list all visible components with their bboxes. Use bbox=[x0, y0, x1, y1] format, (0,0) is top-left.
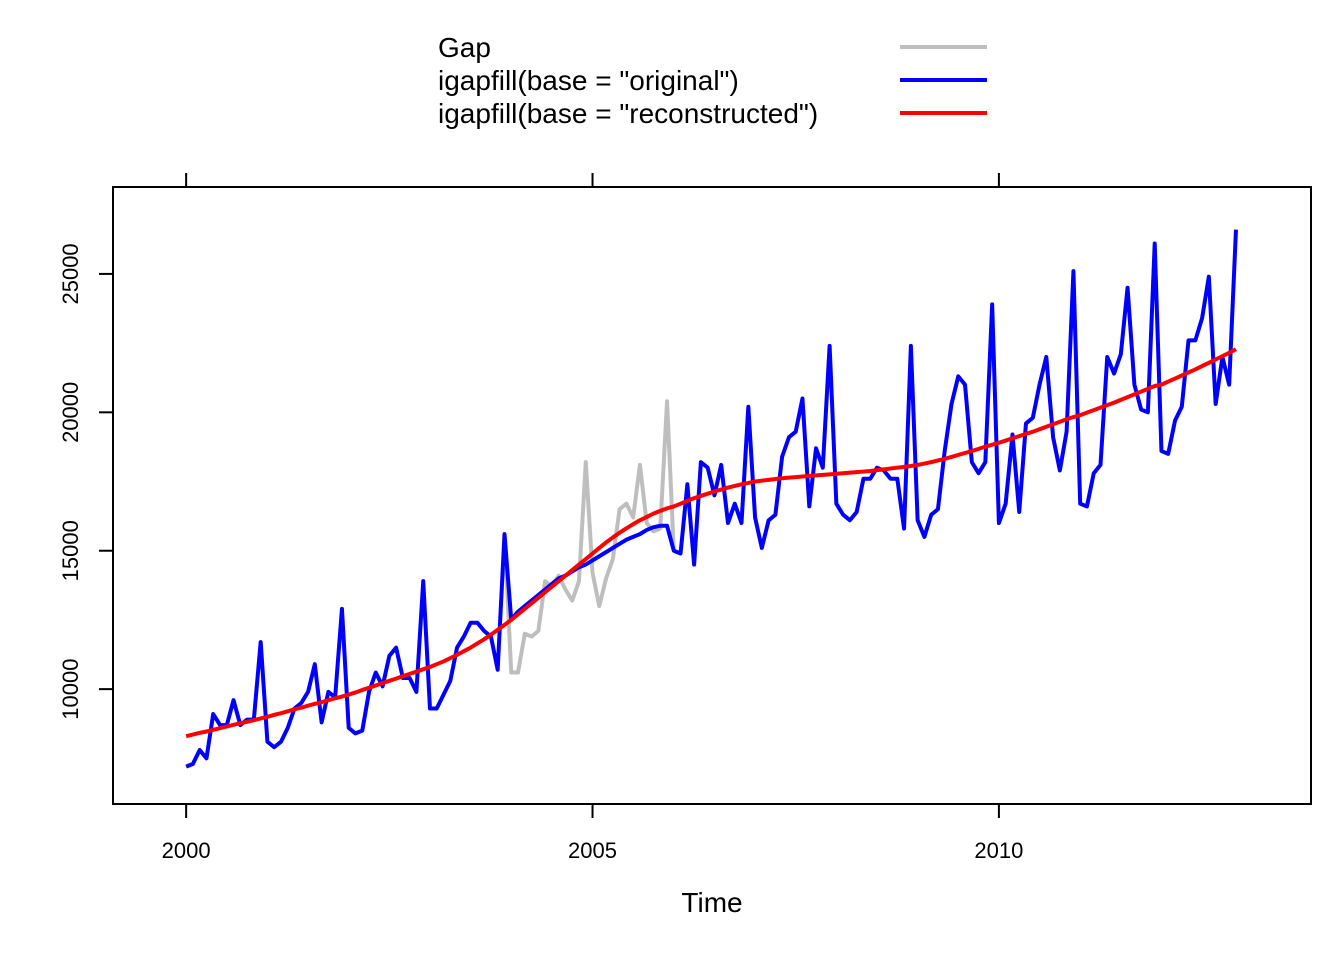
y-tick-label: 10000 bbox=[58, 659, 83, 720]
series-line bbox=[185, 347, 1237, 739]
legend-label: igapfill(base = "reconstructed") bbox=[438, 98, 818, 129]
x-tick-label: 2000 bbox=[162, 838, 211, 863]
x-axis-label: Time bbox=[681, 887, 742, 918]
y-tick-label: 25000 bbox=[58, 243, 83, 304]
legend-label: Gap bbox=[438, 32, 491, 63]
series-line bbox=[185, 229, 1238, 769]
x-tick-label: 2010 bbox=[974, 838, 1023, 863]
plot-box bbox=[112, 186, 1312, 805]
x-tick-label: 2005 bbox=[568, 838, 617, 863]
legend-label: igapfill(base = "original") bbox=[438, 65, 739, 96]
y-tick-label: 20000 bbox=[58, 382, 83, 443]
y-tick-label: 15000 bbox=[58, 520, 83, 581]
series-line bbox=[502, 399, 676, 675]
